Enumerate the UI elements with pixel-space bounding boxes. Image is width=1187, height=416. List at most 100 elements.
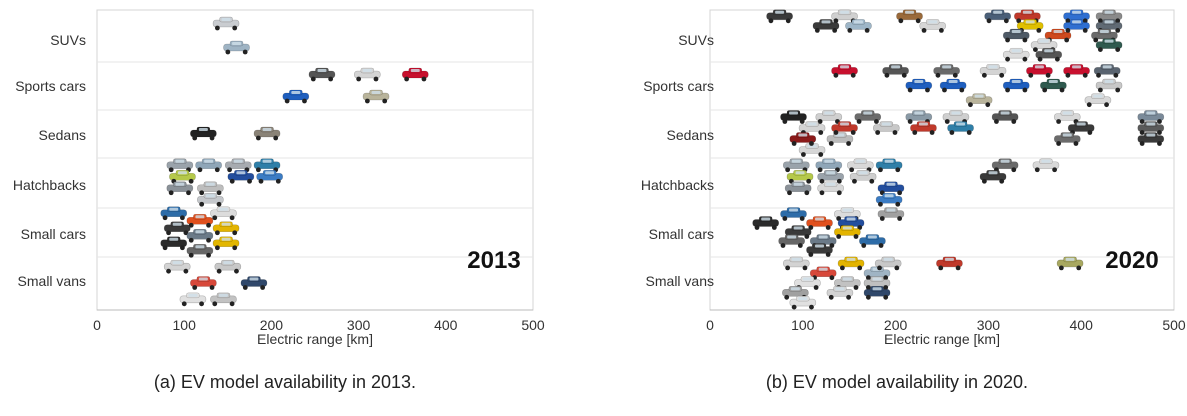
car-marker <box>831 64 858 78</box>
category-label: Sedans <box>667 127 714 143</box>
car-marker <box>1137 132 1165 146</box>
car-marker <box>910 121 937 135</box>
car-marker <box>210 292 237 307</box>
car-marker <box>863 266 891 281</box>
year-label: 2020 <box>1105 247 1158 274</box>
car-marker <box>160 206 188 221</box>
car-marker <box>789 295 817 310</box>
car-marker <box>166 181 194 196</box>
car-marker <box>874 256 902 271</box>
car-marker <box>190 276 217 290</box>
car-marker <box>282 89 310 104</box>
car-marker <box>1032 158 1060 173</box>
car-marker <box>863 276 891 290</box>
category-label: Sports cars <box>15 78 86 94</box>
car-marker <box>919 19 947 33</box>
car-marker <box>210 206 237 221</box>
car-marker <box>253 126 281 141</box>
car-marker <box>240 276 268 290</box>
x-tick-label: 500 <box>521 317 545 333</box>
car-marker <box>933 64 960 78</box>
car-marker <box>212 16 240 31</box>
car-marker <box>859 234 886 248</box>
car-marker <box>752 216 779 230</box>
car-marker <box>875 158 903 173</box>
car-marker <box>166 158 194 173</box>
category-label: Small vans <box>646 273 714 289</box>
car-marker <box>401 67 429 82</box>
car-marker <box>1053 132 1081 146</box>
x-tick-label: 500 <box>1162 317 1186 333</box>
car-marker <box>179 292 207 307</box>
car-marker <box>1016 19 1044 33</box>
car-marker <box>186 214 214 228</box>
car-marker <box>362 89 390 104</box>
car-marker <box>783 256 810 271</box>
car-marker <box>1137 110 1165 124</box>
car-marker <box>826 286 854 300</box>
car-marker <box>991 110 1019 124</box>
x-tick-label: 100 <box>791 317 815 333</box>
car-marker <box>875 193 903 207</box>
car-marker <box>160 236 188 251</box>
car-marker <box>798 143 826 157</box>
car-marker <box>1035 47 1063 62</box>
car-marker <box>197 181 224 196</box>
x-axis-label: Electric range [km] <box>884 331 1000 347</box>
car-marker <box>1095 78 1123 93</box>
x-tick-label: 0 <box>706 317 714 333</box>
car-marker <box>812 19 840 33</box>
category-label: Hatchbacks <box>641 177 714 193</box>
x-axis-label: Electric range [km] <box>257 331 373 347</box>
car-marker <box>817 181 844 196</box>
car-marker <box>784 225 812 239</box>
car-marker <box>896 9 923 24</box>
car-marker <box>786 170 814 184</box>
car-marker <box>877 207 905 221</box>
car-marker <box>1002 47 1030 62</box>
car-marker <box>882 64 909 78</box>
car-marker <box>212 221 240 236</box>
car-marker <box>798 121 826 135</box>
category-label: Small vans <box>18 273 86 289</box>
car-marker <box>991 158 1019 173</box>
car-marker <box>1053 110 1081 124</box>
car-marker <box>224 158 252 173</box>
car-marker <box>905 110 933 124</box>
car-marker <box>780 110 807 124</box>
car-marker <box>169 170 196 184</box>
car-marker <box>1030 38 1058 52</box>
year-label: 2013 <box>467 247 520 274</box>
car-marker <box>1137 121 1165 135</box>
car-marker <box>939 78 967 93</box>
car-marker <box>256 170 283 184</box>
car-marker <box>1084 93 1112 108</box>
car-marker <box>186 244 214 258</box>
x-tick-label: 400 <box>1070 317 1094 333</box>
car-marker <box>1095 38 1123 52</box>
car-marker <box>1040 78 1067 93</box>
car-marker <box>837 256 865 271</box>
car-marker <box>780 207 807 221</box>
category-label: Small cars <box>21 226 86 242</box>
car-marker <box>789 132 817 146</box>
car-marker <box>784 181 812 196</box>
x-tick-label: 0 <box>93 317 101 333</box>
car-marker <box>227 170 255 184</box>
car-marker <box>308 67 336 82</box>
category-label: Sedans <box>39 127 86 143</box>
figure-caption: (a) EV model availability in 2013. <box>154 372 416 392</box>
car-marker <box>163 259 191 274</box>
car-marker <box>849 170 877 184</box>
car-marker <box>1026 64 1053 78</box>
car-marker <box>778 234 805 248</box>
x-tick-label: 100 <box>173 317 197 333</box>
car-marker <box>223 40 250 55</box>
car-marker <box>214 259 242 274</box>
car-marker <box>984 9 1011 24</box>
car-marker <box>815 158 843 173</box>
car-marker <box>1063 64 1090 78</box>
category-label: Sports cars <box>643 78 714 94</box>
car-marker <box>806 216 833 230</box>
